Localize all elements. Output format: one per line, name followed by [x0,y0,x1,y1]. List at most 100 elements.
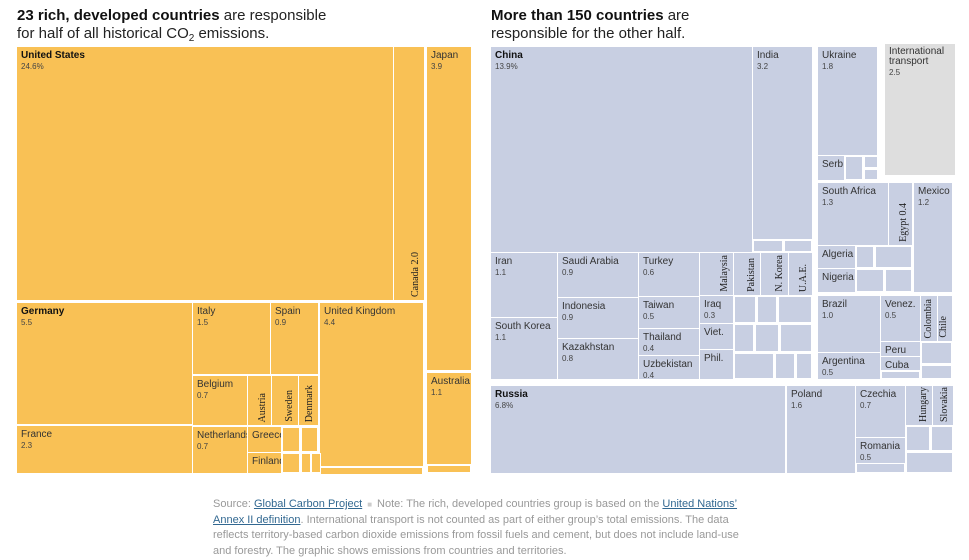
cell-label: Uzbekistan [643,359,693,370]
cell-label: Chile [938,316,949,338]
treemap-cell-india: India 3.2 [753,47,812,239]
cell-label: Turkey [643,256,674,267]
cell-value: 13.9% [495,62,518,71]
treemap-cell-austria: Austria [248,376,271,425]
cell-label: Iraq [704,299,722,310]
cell-label: Phil. [704,353,724,364]
treemap-cell-unlabeled [734,353,774,379]
cell-label: Thailand [643,332,682,343]
cell-label: Malaysia [719,255,730,292]
treemap-cell-unlabeled [755,324,779,352]
treemap-cell-unlabeled [856,463,905,473]
treemap-cell-unlabeled [881,371,920,379]
right-heading: More than 150 countries are responsible … [491,7,791,43]
cell-value: 1.3 [822,198,834,207]
cell-value: 1.2 [918,198,930,207]
treemap-cell-unlabeled [282,427,300,452]
cell-label: Spain [275,306,301,317]
treemap-cell-france: France 2.3 [17,426,192,473]
treemap-cell-south-africa: South Africa 1.3 [818,183,888,245]
treemap-cell-denmark: Denmark [299,376,318,425]
cell-label: Peru [885,345,907,356]
treemap-cell-unlabeled [734,296,756,323]
treemap-cell-pakistan: Pakistan [734,253,760,295]
cell-label: Sweden [284,390,295,422]
treemap-cell-chile: Chile [938,296,952,341]
cell-label: France [21,429,53,440]
treemap-cell-taiwan: Taiwan 0.5 [639,297,699,328]
cell-value: 0.4 [643,344,655,353]
note-text: Note: The rich, developed countries grou… [377,498,663,510]
cell-value: 0.4 [643,371,655,379]
treemap-cell-italy: Italy 1.5 [193,303,270,374]
treemap-cell-thailand: Thailand 0.4 [639,329,699,355]
cell-label: Pakistan [746,258,757,292]
treemap-cell-n-korea: N. Korea [761,253,788,295]
cell-value: 1.5 [197,318,209,327]
cell-value: 3.9 [431,62,443,71]
separator-dot: ■ [367,500,373,509]
treemap-cell-unlabeled [734,324,754,352]
note-text-end: . International transport is not counted… [213,513,739,557]
cell-label: United States [21,50,85,61]
treemap-cell-unlabeled [845,156,863,180]
treemap-cell-unlabeled [775,353,795,379]
cell-label: Denmark [304,384,315,422]
cell-label: Romania [860,441,901,452]
source-link[interactable]: Global Carbon Project [253,498,363,510]
annex-ii-link[interactable]: United Nations’ Annex II definition [213,498,738,526]
cell-value: 0.9 [562,313,574,322]
left-heading-line2: for half of all historical CO [17,25,189,42]
treemap-cell-unlabeled [856,269,884,292]
cell-label: Venez. [885,299,916,310]
treemap-cell-unlabeled [301,453,311,473]
cell-label: Iran [495,256,513,267]
treemap-cell-kazakhstan: Kazakhstan 0.8 [558,339,638,379]
cell-value: 2.5 [889,68,901,77]
cell-label: United Kingdom [324,306,396,317]
co2-subscript: 2 [188,33,195,44]
treemap-cell-malaysia: Malaysia [700,253,733,295]
treemap-cell-russia: Russia 6.8% [491,386,785,473]
cell-label: Serb. [822,159,844,170]
cell-label: Greece [252,430,281,441]
treemap-cell-spain: Spain 0.9 [271,303,318,374]
cell-value: 0.6 [643,268,655,277]
cell-value: 0.9 [562,268,574,277]
treemap-cell-unlabeled [282,453,300,473]
cell-label: Germany [21,306,65,317]
treemap-cell-finland: Finland [248,453,281,473]
cell-label: Slovakia [939,387,950,422]
cell-label: Kazakhstan [562,342,615,353]
treemap-cell-serb: Serb. [818,156,844,180]
treemap-cell-netherlands: Netherlands 0.7 [193,427,247,473]
source-label: Source: [213,498,254,510]
treemap-cell-unlabeled [921,365,952,379]
cell-value: 3.2 [757,62,769,71]
cell-value: 2.3 [21,441,33,450]
cell-label: Czechia [860,389,897,400]
right-heading-bold: More than 150 countries [491,7,664,24]
treemap-cell-unlabeled [875,246,912,268]
treemap-cell-uzbekistan: Uzbekistan 0.4 [639,356,699,379]
treemap-cell-belgium: Belgium 0.7 [193,376,247,425]
cell-label: Cuba [885,360,909,370]
cell-label: Colombia [923,298,934,338]
left-heading-bold: 23 rich, developed countries [17,7,220,24]
cell-label: Finland [252,456,281,467]
treemap-cell-unlabeled [921,342,952,364]
right-heading-line2: responsible for the other half. [491,25,686,42]
cell-value: 5.5 [21,318,33,327]
treemap-cell-colombia: Colombia [921,296,937,341]
treemap-cell-china: China 13.9% [491,47,752,252]
cell-value: 0.5 [860,453,872,462]
cell-label: Brazil [822,299,848,310]
treemap-cell-czechia: Czechia 0.7 [856,386,905,437]
cell-label: Hungary [918,387,929,422]
treemap-cell-south-korea: South Korea 1.1 [491,318,557,379]
cell-label: Belgium [197,379,234,390]
treemap-cell-unlabeled [427,465,471,473]
left-heading: 23 rich, developed countries are respons… [17,7,347,44]
left-heading-rest: are responsible [219,7,327,24]
treemap-cell-ukraine: Ukraine 1.8 [818,47,877,155]
